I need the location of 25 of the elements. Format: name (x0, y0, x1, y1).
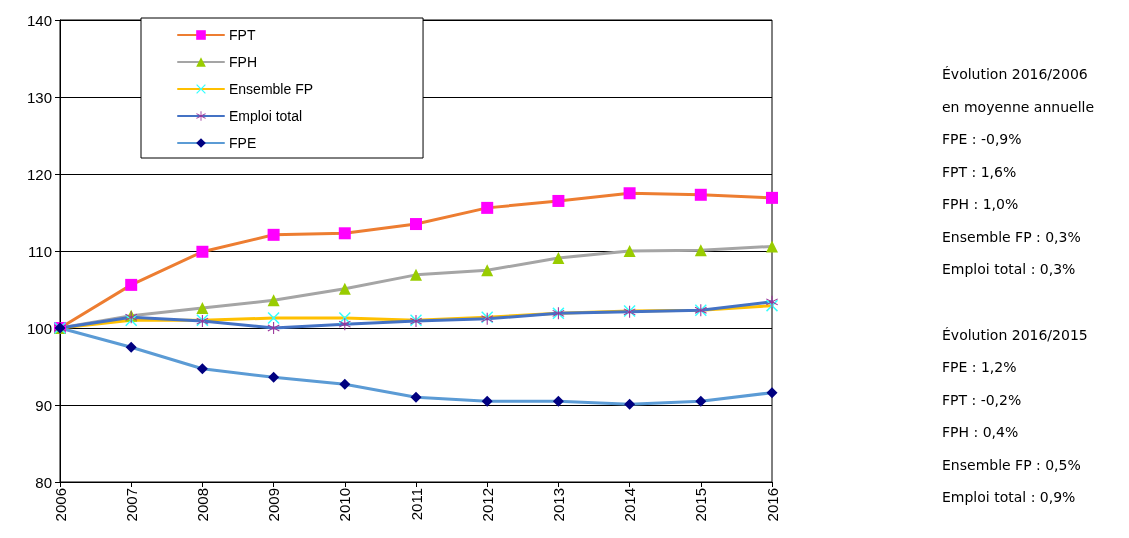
x-tick-label: 2008 (193, 488, 211, 522)
legend-label: FPH (229, 54, 257, 70)
legend-label: Emploi total (229, 108, 303, 124)
y-tick-label: 90 (35, 396, 52, 414)
text: Évolution 2016/2006 en moyenne annuelle FPE : -0,9% FPT : 1,6% FPH : 1,0% Ensemble FP : 0,3% Emploi total : 0,3% (942, 66, 1095, 278)
x-tick-label: 2016 (763, 488, 781, 522)
x-tick-label: 2015 (692, 488, 710, 522)
legend-label: FPE (229, 135, 257, 151)
y-tick-label: 80 (35, 473, 52, 491)
y-tick-label: 140 (26, 11, 52, 29)
x-tick-label: 2007 (122, 488, 140, 522)
x-tick-label: 2012 (478, 488, 496, 522)
legend-label: Ensemble FP (229, 81, 314, 97)
y-tick-label: 100 (26, 319, 52, 337)
x-tick-label: 2006 (51, 488, 69, 522)
x-tick-label: 2013 (549, 488, 567, 522)
legend-label: FPT (229, 27, 256, 43)
x-tick-label: 2009 (265, 488, 283, 522)
x-tick-label: 2014 (621, 488, 639, 522)
text: Évolution 2016/2015 FPE : 1,2% FPT : -0,2% FPH : 0,4% Ensemble FP : 0,5% Emploi total : 0,9% (942, 326, 1088, 506)
x-tick-label: 2011 (407, 488, 425, 521)
x-tick-label: 2010 (336, 488, 354, 522)
y-tick-label: 120 (26, 165, 52, 183)
y-tick-label: 130 (26, 88, 52, 106)
y-tick-label: 110 (28, 242, 52, 260)
